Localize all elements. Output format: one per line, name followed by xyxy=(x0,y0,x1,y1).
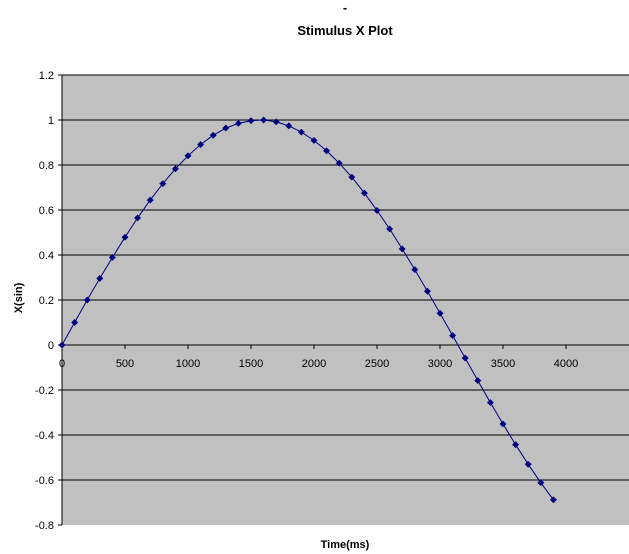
y-tick-label: 0.6 xyxy=(39,205,54,217)
series-line xyxy=(61,119,554,501)
data-point xyxy=(524,460,532,468)
data-point xyxy=(58,341,66,349)
axes xyxy=(58,74,629,526)
data-point xyxy=(512,441,520,449)
data-point xyxy=(310,136,318,145)
x-tick-label: 1500 xyxy=(239,358,263,370)
data-point xyxy=(146,196,154,204)
x-tick-label: 3000 xyxy=(428,358,452,370)
data-point xyxy=(159,180,167,188)
data-point xyxy=(348,173,356,181)
x-tick-label: 2000 xyxy=(302,358,326,370)
data-point xyxy=(411,266,419,274)
data-point xyxy=(537,479,545,487)
data-point xyxy=(449,331,457,340)
y-tick-label: 0.4 xyxy=(39,250,54,262)
data-point xyxy=(71,318,79,327)
data-point xyxy=(285,122,293,130)
data-point xyxy=(461,354,469,362)
x-tick-label: 4000 xyxy=(554,358,578,370)
data-point xyxy=(272,118,280,126)
y-tick-label: 0.2 xyxy=(39,295,54,307)
data-point xyxy=(83,296,91,304)
title-mark: - xyxy=(343,0,347,15)
data-point xyxy=(474,376,482,385)
data-point xyxy=(234,119,242,127)
chart-title: Stimulus X Plot xyxy=(297,23,393,38)
data-point xyxy=(549,496,557,504)
y-tick-label: -0.4 xyxy=(35,430,54,442)
data-point xyxy=(222,124,230,132)
data-point xyxy=(247,117,255,125)
y-tick-label: -0.2 xyxy=(35,385,54,397)
data-point xyxy=(323,147,331,155)
data-point xyxy=(436,309,444,317)
data-point xyxy=(360,189,368,197)
y-tick-label: 1.2 xyxy=(39,70,54,82)
y-tick-label: 0 xyxy=(48,340,54,352)
data-point xyxy=(386,225,394,233)
y-tick-label: 1 xyxy=(48,115,54,127)
data-point xyxy=(134,214,142,222)
x-tick-label: 3500 xyxy=(491,358,515,370)
data-point xyxy=(209,131,217,139)
y-tick-label: -0.8 xyxy=(35,520,54,532)
data-point xyxy=(499,420,507,428)
data-markers xyxy=(58,116,557,504)
data-point xyxy=(423,287,431,295)
y-tick-label: 0.8 xyxy=(39,160,54,172)
data-point xyxy=(297,128,305,136)
x-tick-label: 1000 xyxy=(176,358,200,370)
y-axis-title: X(sin) xyxy=(13,282,25,313)
data-point xyxy=(260,116,268,124)
data-point xyxy=(398,245,406,253)
x-tick-label: 500 xyxy=(116,358,134,370)
data-point xyxy=(373,206,381,215)
data-point xyxy=(335,159,343,167)
x-tick-label: 2500 xyxy=(365,358,389,370)
data-point xyxy=(108,253,116,262)
x-tick-label: 0 xyxy=(59,358,65,370)
x-axis-title: Time(ms) xyxy=(321,539,370,551)
tick-labels: 1.2 1 0.8 0.6 0.4 0.2 0 -0.2 -0.4 -0.6 -0.8 0 500 100… xyxy=(35,70,578,532)
data-point xyxy=(171,165,179,173)
data-point xyxy=(197,140,205,149)
data-point xyxy=(121,233,129,241)
data-point xyxy=(486,399,494,407)
y-tick-label: -0.6 xyxy=(35,475,54,487)
data-point xyxy=(184,152,192,160)
data-point xyxy=(96,274,104,282)
